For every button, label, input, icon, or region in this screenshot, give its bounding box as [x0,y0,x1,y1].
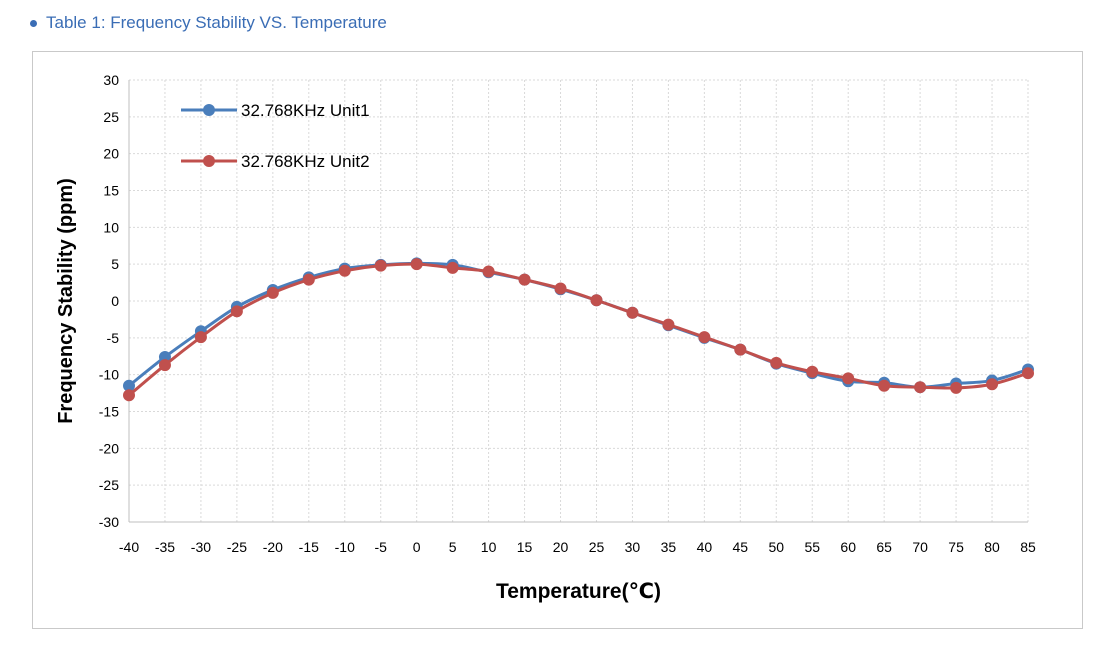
x-tick-label: 20 [553,539,569,555]
data-point [626,306,639,319]
data-point [950,381,963,394]
x-tick-label: 0 [413,539,421,555]
data-point [662,318,675,331]
y-tick-label: 0 [111,293,119,309]
y-tick-label: 20 [103,146,119,162]
data-point [734,343,747,356]
x-tick-label: -15 [299,539,319,555]
x-tick-label: 50 [768,539,784,555]
data-point [914,381,927,394]
y-tick-label: 10 [103,219,119,235]
x-tick-label: 80 [984,539,1000,555]
y-tick-label: -5 [107,330,120,346]
y-tick-label: 30 [103,72,119,88]
data-point [446,261,459,274]
y-axis-title: Frequency Stability (ppm) [55,178,77,424]
x-tick-label: 75 [948,539,964,555]
y-tick-label: 5 [111,256,119,272]
data-point [230,305,243,318]
series-line [128,261,1029,389]
data-point [266,286,279,299]
data-point [158,359,171,372]
data-point [842,372,855,385]
data-point [590,294,603,307]
data-point [123,389,135,402]
x-tick-label: -40 [119,539,139,555]
data-point [698,331,711,344]
data-point [338,264,351,277]
x-tick-labels: -40 -35 -30 -25 -20 -15 -10 -5 0 5 10 15 20 25 30 35 40 4… [119,539,1036,555]
legend-item: 32.768KHz Unit1 [181,101,370,120]
legend-marker [203,104,215,116]
x-tick-label: -30 [191,539,211,555]
axes [128,80,1028,523]
x-tick-label: 5 [449,539,457,555]
bullet-icon [30,19,37,27]
x-tick-label: -35 [155,539,175,555]
x-tick-label: 60 [840,539,856,555]
x-tick-label: 15 [517,539,533,555]
legend-label: 32.768KHz Unit1 [241,101,370,120]
data-point [374,259,387,272]
x-tick-label: 10 [481,539,497,555]
caption-text: Table 1: Frequency Stability VS. Tempera… [46,13,387,32]
data-point [770,356,783,369]
x-tick-label: -10 [335,539,355,555]
x-tick-label: 40 [697,539,713,555]
x-tick-label: 45 [733,539,749,555]
legend-item: 32.768KHz Unit2 [181,152,370,171]
y-tick-label: 25 [103,109,119,125]
data-point [194,331,207,344]
legend-label: 32.768KHz Unit2 [241,152,370,171]
data-point [482,265,495,278]
x-tick-label: -20 [263,539,283,555]
series-group [123,257,1034,402]
series-2 [123,258,1034,402]
x-tick-label: 85 [1020,539,1036,555]
chart-caption: Table 1: Frequency Stability VS. Tempera… [30,10,387,36]
grid-lines [128,79,1029,523]
data-point [410,258,423,271]
series-line [128,262,1029,397]
x-tick-label: 55 [804,539,820,555]
x-tick-label: 65 [876,539,892,555]
data-point [806,365,819,378]
y-tick-label: -30 [99,514,119,530]
data-point [986,378,999,391]
series-1 [123,257,1034,394]
x-tick-label: -25 [227,539,247,555]
chart-frame: 30 25 20 15 10 5 0 -5 -10 -15 -20 -25 -30 -40 -35 -30-… [32,51,1083,629]
x-tick-label: 70 [912,539,928,555]
y-tick-labels: 30 25 20 15 10 5 0 -5 -10 -15 -20 -25 -30 [99,72,119,530]
data-point [518,273,531,286]
y-tick-label: -15 [99,404,119,420]
data-point [878,379,891,392]
legend-marker [203,155,215,167]
x-tick-label: -5 [374,539,387,555]
data-point [302,273,315,286]
x-axis-title: Temperature(℃) [496,580,661,603]
x-tick-label: 30 [625,539,641,555]
y-tick-label: -20 [99,440,119,456]
x-tick-label: 25 [589,539,605,555]
data-point [1022,367,1034,380]
legend: 32.768KHz Unit1 32.768KHz Unit2 [181,101,370,171]
y-tick-label: -25 [99,477,119,493]
x-tick-label: 35 [661,539,677,555]
y-tick-label: 15 [103,183,119,199]
data-point [554,282,567,295]
y-tick-label: -10 [99,367,119,383]
